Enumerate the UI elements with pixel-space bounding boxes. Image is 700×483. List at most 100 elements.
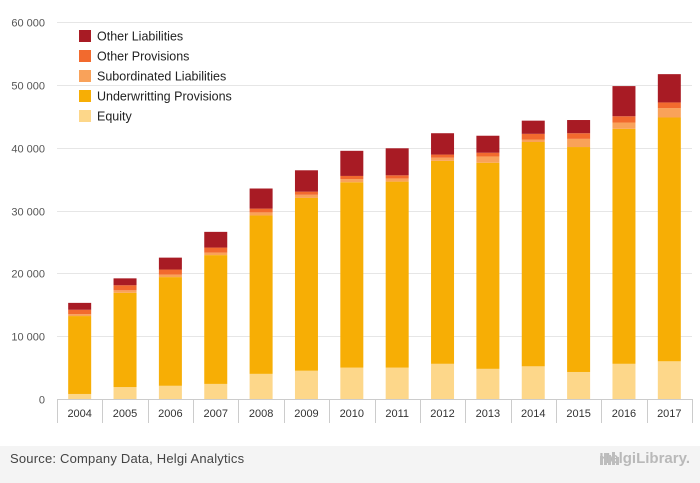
x-tick-label: 2016 <box>612 408 636 420</box>
bar-segment-subordinated-liabilities <box>294 194 318 198</box>
x-tick-label: 2010 <box>340 408 364 420</box>
bar-segment-other-provisions <box>431 154 455 158</box>
bar-stack-2017 <box>657 74 681 399</box>
bar-stack-2005 <box>113 278 137 399</box>
bar-segment-equity <box>567 371 591 399</box>
legend-item: Other Provisions <box>79 50 189 64</box>
y-tick-label: 30 000 <box>11 207 45 219</box>
bar-segment-other-provisions <box>521 133 545 140</box>
bar-segment-underwritting-provisions <box>68 316 92 394</box>
bar-segment-subordinated-liabilities <box>431 157 455 161</box>
bar-segment-underwritting-provisions <box>431 160 455 364</box>
bar-segment-other-provisions <box>249 208 273 213</box>
bar-segment-underwritting-provisions <box>657 117 681 362</box>
bar-segment-subordinated-liabilities <box>521 139 545 143</box>
legend-label: Other Provisions <box>97 50 189 64</box>
bar-segment-subordinated-liabilities <box>204 252 228 256</box>
y-tick-label: 20 000 <box>11 269 45 281</box>
legend-label: Equity <box>97 110 132 124</box>
bar-stack-2004 <box>68 302 92 399</box>
bar-segment-underwritting-provisions <box>294 197 318 371</box>
library-icon <box>600 452 620 465</box>
footer-bar <box>0 446 700 483</box>
bar-segment-other-liabilities <box>431 133 455 155</box>
bar-segment-underwritting-provisions <box>249 215 273 374</box>
bar-stack-2014 <box>521 120 545 399</box>
x-tick-label: 2011 <box>385 408 409 420</box>
bar-segment-other-liabilities <box>68 302 92 310</box>
legend-label: Other Liabilities <box>97 30 183 44</box>
bar-stack-2015 <box>567 120 591 399</box>
bar-segment-equity <box>249 373 273 399</box>
bar-stack-2012 <box>431 133 455 399</box>
legend-swatch <box>79 90 91 102</box>
bar-segment-other-liabilities <box>612 86 636 117</box>
bar-segment-other-provisions <box>385 175 409 179</box>
x-tick-label: 2005 <box>113 408 137 420</box>
legend-swatch <box>79 70 91 82</box>
bar-segment-other-liabilities <box>521 120 545 134</box>
bar-segment-other-provisions <box>68 309 92 315</box>
bar-segment-subordinated-liabilities <box>249 212 273 216</box>
bar-segment-equity <box>612 363 636 399</box>
x-axis: 2004 2005 2006 2007 2008 2009 2010 2011 2012 2013… <box>57 399 693 423</box>
bar-segment-subordinated-liabilities <box>567 138 591 148</box>
bar-segment-underwritting-provisions <box>567 147 591 372</box>
x-tick-label: 2014 <box>521 408 545 420</box>
bar-segment-other-liabilities <box>204 231 228 248</box>
legend-item: Underwritting Provisions <box>79 90 232 104</box>
bar-segment-other-provisions <box>340 175 364 180</box>
bar-segment-equity <box>204 383 228 399</box>
bar-segment-subordinated-liabilities <box>113 290 137 293</box>
bar-segment-other-liabilities <box>249 188 273 209</box>
bar-segment-equity <box>521 366 545 399</box>
bar-segment-subordinated-liabilities <box>340 179 364 183</box>
bar-stack-2006 <box>158 257 182 399</box>
y-axis: 0 10 000 20 000 30 000 40 000 50 000 60 000 <box>11 18 45 407</box>
bar-segment-underwritting-provisions <box>476 162 500 369</box>
bar-segment-other-liabilities <box>158 257 182 270</box>
bar-segment-equity <box>113 387 137 399</box>
bar-segment-other-provisions <box>204 247 228 253</box>
y-tick-label: 60 000 <box>11 18 45 30</box>
bar-stack-2007 <box>204 231 228 399</box>
legend-swatch <box>79 30 91 42</box>
bar-segment-other-liabilities <box>567 120 591 134</box>
bar-segment-underwritting-provisions <box>612 128 636 364</box>
x-tick-label: 2004 <box>67 408 91 420</box>
bar-segment-subordinated-liabilities <box>612 122 636 129</box>
bar-stack-2010 <box>340 150 364 399</box>
bars <box>68 74 681 399</box>
bar-stack-2008 <box>249 188 273 399</box>
bar-segment-underwritting-provisions <box>340 182 364 368</box>
bar-segment-other-provisions <box>113 285 137 291</box>
y-tick-label: 50 000 <box>11 81 45 93</box>
x-tick-label: 2006 <box>158 408 182 420</box>
bar-stack-2011 <box>385 148 409 399</box>
bar-segment-equity <box>385 367 409 399</box>
bar-segment-other-liabilities <box>113 278 137 286</box>
x-tick-label: 2009 <box>294 408 318 420</box>
bar-segment-other-provisions <box>294 191 318 195</box>
bar-segment-equity <box>68 393 92 399</box>
bar-segment-subordinated-liabilities <box>657 108 681 118</box>
bar-segment-underwritting-provisions <box>113 292 137 388</box>
bar-segment-subordinated-liabilities <box>476 156 500 163</box>
bar-segment-underwritting-provisions <box>158 277 182 386</box>
legend: Other Liabilities Other Provisions Subordi… <box>79 30 232 124</box>
bar-segment-equity <box>294 370 318 399</box>
bar-segment-underwritting-provisions <box>204 255 228 384</box>
bar-segment-equity <box>476 368 500 399</box>
bar-stack-2013 <box>476 135 500 399</box>
bar-segment-underwritting-provisions <box>385 181 409 368</box>
x-tick-label: 2008 <box>249 408 273 420</box>
x-tick-label: 2015 <box>566 408 590 420</box>
bar-segment-other-liabilities <box>340 150 364 176</box>
legend-swatch <box>79 110 91 122</box>
y-tick-label: 0 <box>39 395 45 407</box>
bar-segment-other-provisions <box>158 269 182 275</box>
legend-swatch <box>79 50 91 62</box>
source-note: Source: Company Data, Helgi Analytics <box>10 451 245 466</box>
bar-segment-subordinated-liabilities <box>385 178 409 182</box>
bar-segment-equity <box>431 363 455 399</box>
